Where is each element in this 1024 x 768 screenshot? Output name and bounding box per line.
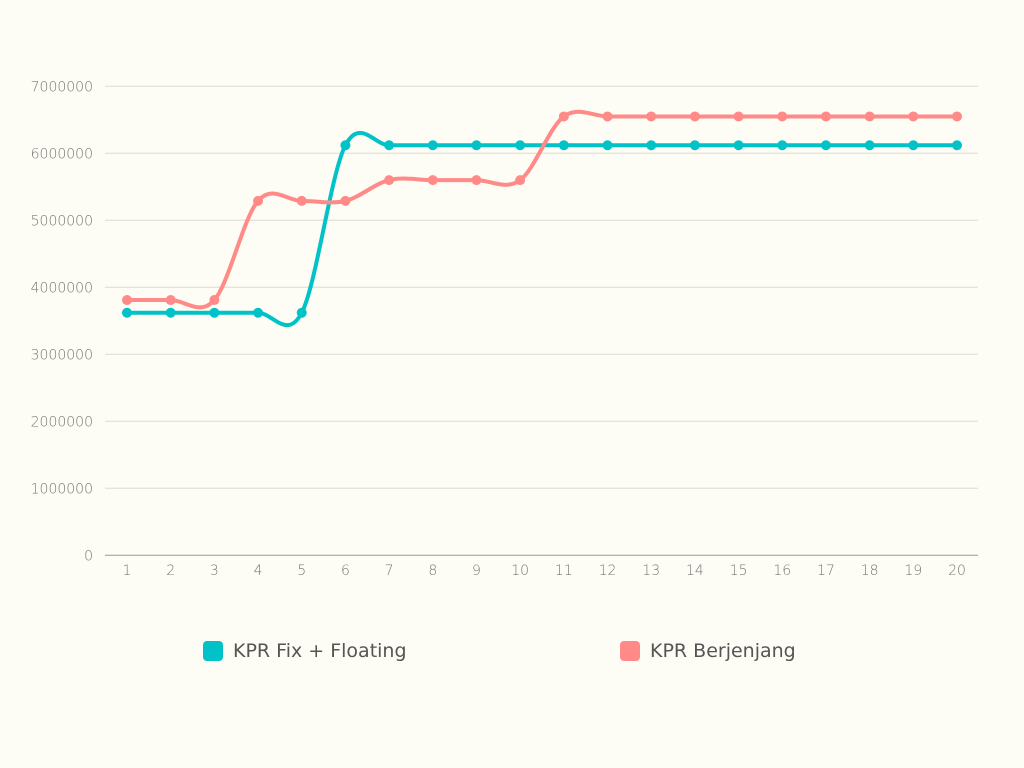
data-point	[122, 295, 132, 306]
data-point	[733, 140, 744, 151]
data-point	[558, 111, 569, 122]
y-tick-label: 5000000	[31, 213, 93, 229]
data-point	[253, 195, 264, 206]
x-tick-label: 2	[166, 563, 175, 579]
x-tick-label: 16	[773, 563, 791, 579]
data-point	[908, 140, 919, 151]
y-tick-label: 3000000	[31, 347, 93, 363]
x-tick-label: 4	[254, 563, 263, 579]
x-tick-label: 10	[511, 563, 529, 579]
data-point	[864, 111, 875, 122]
y-tick-label: 0	[84, 548, 93, 564]
data-point	[908, 111, 919, 122]
y-tick-label: 1000000	[31, 481, 93, 497]
data-point	[689, 111, 700, 122]
data-point	[602, 140, 613, 151]
data-point	[820, 111, 831, 122]
legend-swatch	[620, 641, 640, 661]
series-line-0	[125, 130, 959, 328]
data-point	[471, 175, 482, 186]
y-tick-label: 7000000	[31, 79, 93, 95]
x-tick-label: 9	[472, 563, 481, 579]
x-tick-label: 20	[948, 563, 966, 579]
data-point	[952, 140, 962, 151]
data-point	[253, 307, 264, 318]
data-point	[602, 111, 613, 122]
x-tick-label: 3	[210, 563, 219, 579]
data-point	[296, 307, 307, 318]
y-tick-label: 6000000	[31, 146, 93, 162]
data-point	[864, 140, 875, 151]
data-point	[296, 195, 307, 206]
x-tick-label: 5	[297, 563, 306, 579]
data-point	[820, 140, 831, 151]
data-point	[777, 111, 788, 122]
data-point	[165, 307, 176, 318]
x-tick-label: 7	[385, 563, 394, 579]
x-tick-label: 17	[817, 563, 835, 579]
legend-label: KPR Berjenjang	[650, 640, 796, 662]
data-point	[515, 140, 526, 151]
x-tick-label: 19	[904, 563, 922, 579]
legend-swatch	[203, 641, 223, 661]
x-tick-label: 18	[861, 563, 879, 579]
data-point	[515, 175, 526, 186]
x-tick-label: 13	[642, 563, 660, 579]
data-point	[165, 295, 176, 306]
data-point	[733, 111, 744, 122]
data-point	[209, 295, 220, 306]
x-tick-label: 12	[599, 563, 617, 579]
x-tick-label: 11	[555, 563, 573, 579]
data-point	[384, 175, 395, 186]
data-point	[122, 307, 132, 318]
y-tick-label: 2000000	[31, 414, 93, 430]
x-tick-label: 14	[686, 563, 704, 579]
y-tick-label: 4000000	[31, 280, 93, 296]
data-point	[384, 140, 395, 151]
x-tick-label: 6	[341, 563, 350, 579]
data-point	[646, 140, 657, 151]
data-point	[558, 140, 569, 151]
data-point	[427, 140, 438, 151]
legend-item-fix-floating: KPR Fix + Floating	[203, 640, 407, 662]
legend-label: KPR Fix + Floating	[233, 640, 407, 662]
data-point	[340, 195, 351, 206]
data-point	[689, 140, 700, 151]
x-tick-label: 1	[123, 563, 132, 579]
series-line-1	[125, 109, 959, 310]
data-point	[209, 307, 220, 318]
x-tick-label: 15	[730, 563, 748, 579]
data-point	[777, 140, 788, 151]
data-point	[340, 140, 351, 151]
data-point	[427, 175, 438, 186]
data-point	[646, 111, 657, 122]
data-point	[952, 111, 962, 122]
data-point	[471, 140, 482, 151]
legend-item-berjenjang: KPR Berjenjang	[620, 640, 796, 662]
x-tick-label: 8	[428, 563, 437, 579]
